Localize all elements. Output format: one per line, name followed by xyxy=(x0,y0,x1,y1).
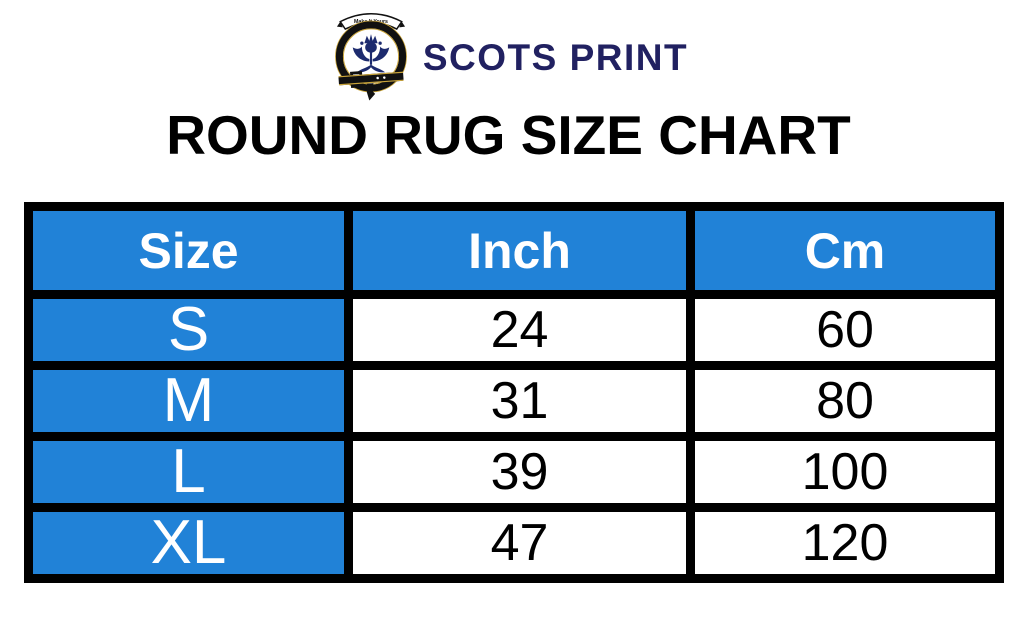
inch-value: 31 xyxy=(344,361,695,441)
inch-value: 39 xyxy=(344,432,695,512)
column-header-inch: Inch xyxy=(344,202,695,299)
belt-strap xyxy=(338,71,404,88)
size-chart-table: Size Inch Cm S 24 60 M 31 80 L 39 100 xyxy=(24,202,1004,583)
inch-value: 24 xyxy=(344,290,695,370)
cm-value: 80 xyxy=(686,361,1004,441)
size-label: S xyxy=(24,290,353,370)
brand-name: SCOTS PRINT xyxy=(422,36,689,78)
size-label: L xyxy=(24,432,353,512)
page-title: ROUND RUG SIZE CHART xyxy=(166,104,851,166)
cm-value: 100 xyxy=(686,432,1004,512)
column-header-cm: Cm xyxy=(686,202,1004,299)
table-row-xl: XL 47 120 xyxy=(24,503,1004,583)
thistle-icon xyxy=(352,34,390,73)
table-row-l: L 39 100 xyxy=(24,432,1004,512)
header-row: Size Inch Cm xyxy=(24,202,1004,299)
clan-crest-logo: Make It Yours xyxy=(329,5,413,103)
table-row-s: S 24 60 xyxy=(24,290,1004,370)
cm-value: 120 xyxy=(686,503,1004,583)
table-row-m: M 31 80 xyxy=(24,361,1004,441)
column-header-size: Size xyxy=(24,202,353,299)
size-label: M xyxy=(24,361,353,441)
brand-header: Make It Yours xyxy=(0,4,1017,104)
size-label: XL xyxy=(24,503,353,583)
strap-tail xyxy=(366,83,376,101)
inch-value: 47 xyxy=(344,503,695,583)
cm-value: 60 xyxy=(686,290,1004,370)
thistle-crest-icon: Make It Yours xyxy=(334,13,407,101)
